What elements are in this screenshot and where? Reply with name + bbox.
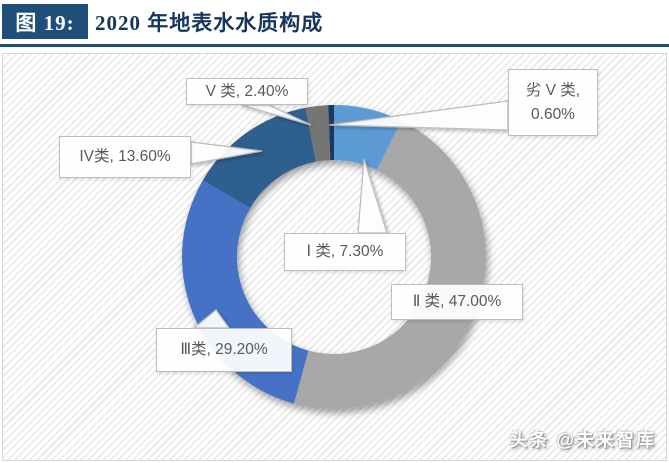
data-label-text: V 类, 2.40% [205,82,289,100]
donut-slice-class-V [305,105,331,162]
data-label-class-I: Ⅰ 类, 7.30% [284,233,406,271]
donut-slice-worse-class-V [328,105,334,161]
label-leader-class-IV [190,141,263,165]
figure-number-badge: 图 19: [2,4,88,39]
data-label-class-II: Ⅱ 类, 47.00% [391,284,523,320]
data-label-text: Ⅰ 类, 7.30% [306,243,384,260]
data-label-text: 劣 V 类, [525,81,581,99]
data-label-worse-class-V: 劣 V 类, 0.60% [508,69,598,136]
label-leader-class-V [240,104,312,126]
header-divider [0,44,669,47]
data-label-class-III: Ⅲ类, 29.20% [156,328,292,372]
figure-number-label: 图 19: [15,10,75,35]
data-label-class-V: V 类, 2.40% [186,78,308,105]
donut-slice-class-II [293,120,486,409]
chart-area: 头条 @未来智库 Ⅰ 类, 7.30% Ⅱ 类, 47.00% Ⅲ类, 29.20%… [2,53,667,461]
data-label-text: Ⅲ类, 29.20% [180,341,268,358]
watermark: 头条 @未来智库 [509,430,656,450]
donut-slice-class-IV [202,107,316,209]
data-label-text: IV类, 13.60% [79,148,171,165]
data-label-text: Ⅱ 类, 47.00% [412,293,502,310]
data-label-class-IV: IV类, 13.60% [59,136,191,178]
data-label-text: 0.60% [531,105,575,123]
figure-title: 2020 年地表水水质构成 [95,10,324,35]
figure-header: 图 19: 2020 年地表水水质构成 [0,0,669,44]
